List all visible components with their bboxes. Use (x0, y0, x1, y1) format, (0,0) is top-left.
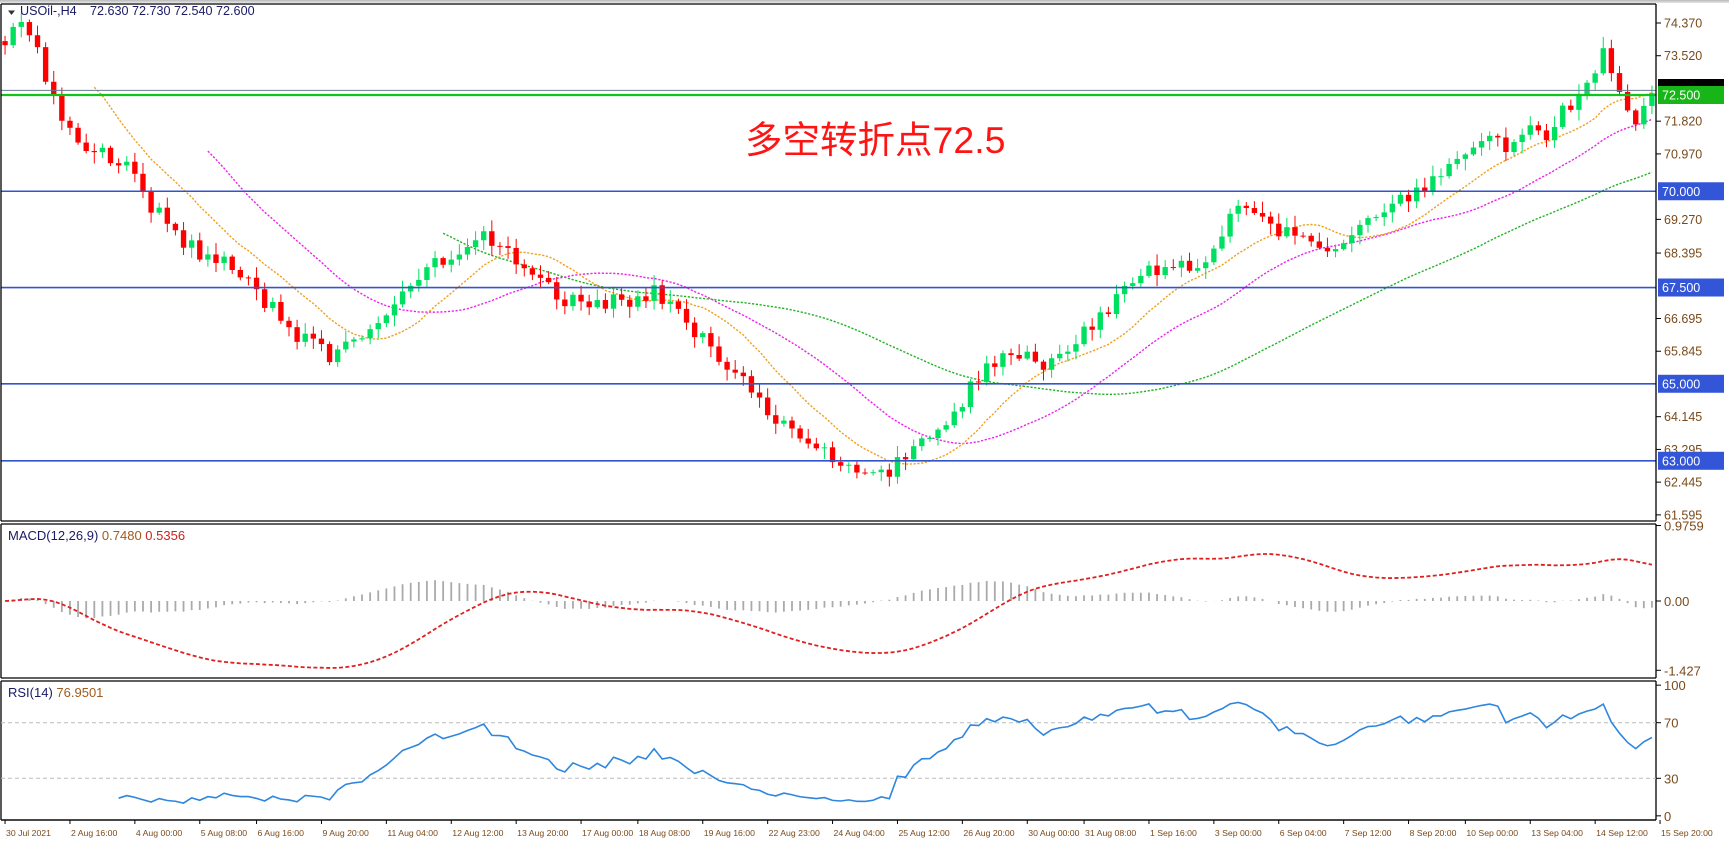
svg-text:8 Sep 20:00: 8 Sep 20:00 (1410, 828, 1457, 838)
svg-text:3 Sep 00:00: 3 Sep 00:00 (1215, 828, 1262, 838)
svg-text:11 Aug 04:00: 11 Aug 04:00 (387, 828, 438, 838)
svg-text:12 Aug 12:00: 12 Aug 12:00 (452, 828, 503, 838)
svg-text:30 Jul 2021: 30 Jul 2021 (6, 828, 51, 838)
svg-text:17 Aug 00:00: 17 Aug 00:00 (582, 828, 633, 838)
svg-text:66.695: 66.695 (1664, 312, 1702, 326)
svg-text:19 Aug 16:00: 19 Aug 16:00 (704, 828, 755, 838)
svg-text:72.500: 72.500 (1662, 89, 1700, 103)
svg-text:0.00: 0.00 (1664, 594, 1689, 609)
svg-text:26 Aug 20:00: 26 Aug 20:00 (963, 828, 1014, 838)
svg-text:-1.427: -1.427 (1664, 663, 1701, 678)
svg-text:70.970: 70.970 (1664, 147, 1702, 161)
svg-text:13 Aug 20:00: 13 Aug 20:00 (517, 828, 568, 838)
svg-text:24 Aug 04:00: 24 Aug 04:00 (834, 828, 885, 838)
svg-text:100: 100 (1664, 678, 1686, 693)
svg-text:74.370: 74.370 (1664, 17, 1702, 31)
svg-text:15 Sep 20:00: 15 Sep 20:00 (1661, 828, 1713, 838)
svg-text:6 Aug 16:00: 6 Aug 16:00 (258, 828, 305, 838)
svg-text:72.630 72.730 72.540 72.600: 72.630 72.730 72.540 72.600 (90, 4, 255, 18)
svg-text:10 Sep 00:00: 10 Sep 00:00 (1466, 828, 1518, 838)
svg-text:0: 0 (1664, 809, 1671, 824)
svg-text:14 Sep 12:00: 14 Sep 12:00 (1596, 828, 1648, 838)
svg-text:9 Aug 20:00: 9 Aug 20:00 (322, 828, 369, 838)
svg-text:2 Aug 16:00: 2 Aug 16:00 (71, 828, 118, 838)
svg-text:62.445: 62.445 (1664, 476, 1702, 490)
svg-text:63.000: 63.000 (1662, 454, 1700, 468)
svg-text:30: 30 (1664, 771, 1678, 786)
svg-text:4 Aug 00:00: 4 Aug 00:00 (136, 828, 183, 838)
svg-text:7 Sep 12:00: 7 Sep 12:00 (1345, 828, 1392, 838)
svg-text:USOil-,H4: USOil-,H4 (20, 4, 77, 18)
svg-text:25 Aug 12:00: 25 Aug 12:00 (898, 828, 949, 838)
svg-text:0.9759: 0.9759 (1664, 519, 1704, 534)
svg-text:65.000: 65.000 (1662, 377, 1700, 391)
svg-text:70: 70 (1664, 716, 1678, 731)
svg-text:MACD(12,26,9) 0.7480 0.5356: MACD(12,26,9) 0.7480 0.5356 (8, 528, 185, 543)
svg-text:64.145: 64.145 (1664, 410, 1702, 424)
svg-text:73.520: 73.520 (1664, 49, 1702, 63)
svg-text:6 Sep 04:00: 6 Sep 04:00 (1280, 828, 1327, 838)
svg-text:22 Aug 23:00: 22 Aug 23:00 (769, 828, 820, 838)
svg-text:69.270: 69.270 (1664, 213, 1702, 227)
svg-text:5 Aug 08:00: 5 Aug 08:00 (201, 828, 248, 838)
svg-text:65.845: 65.845 (1664, 345, 1702, 359)
svg-text:31 Aug 08:00: 31 Aug 08:00 (1085, 828, 1136, 838)
svg-text:70.000: 70.000 (1662, 185, 1700, 199)
svg-text:18 Aug 08:00: 18 Aug 08:00 (639, 828, 690, 838)
svg-text:13 Sep 04:00: 13 Sep 04:00 (1531, 828, 1583, 838)
svg-text:71.820: 71.820 (1664, 115, 1702, 129)
svg-text:多空转折点72.5: 多空转折点72.5 (745, 119, 1006, 161)
svg-text:67.500: 67.500 (1662, 281, 1700, 295)
svg-text:30 Aug 00:00: 30 Aug 00:00 (1028, 828, 1079, 838)
svg-text:RSI(14) 76.9501: RSI(14) 76.9501 (8, 685, 103, 700)
svg-text:68.395: 68.395 (1664, 247, 1702, 261)
svg-text:1 Sep 16:00: 1 Sep 16:00 (1150, 828, 1197, 838)
